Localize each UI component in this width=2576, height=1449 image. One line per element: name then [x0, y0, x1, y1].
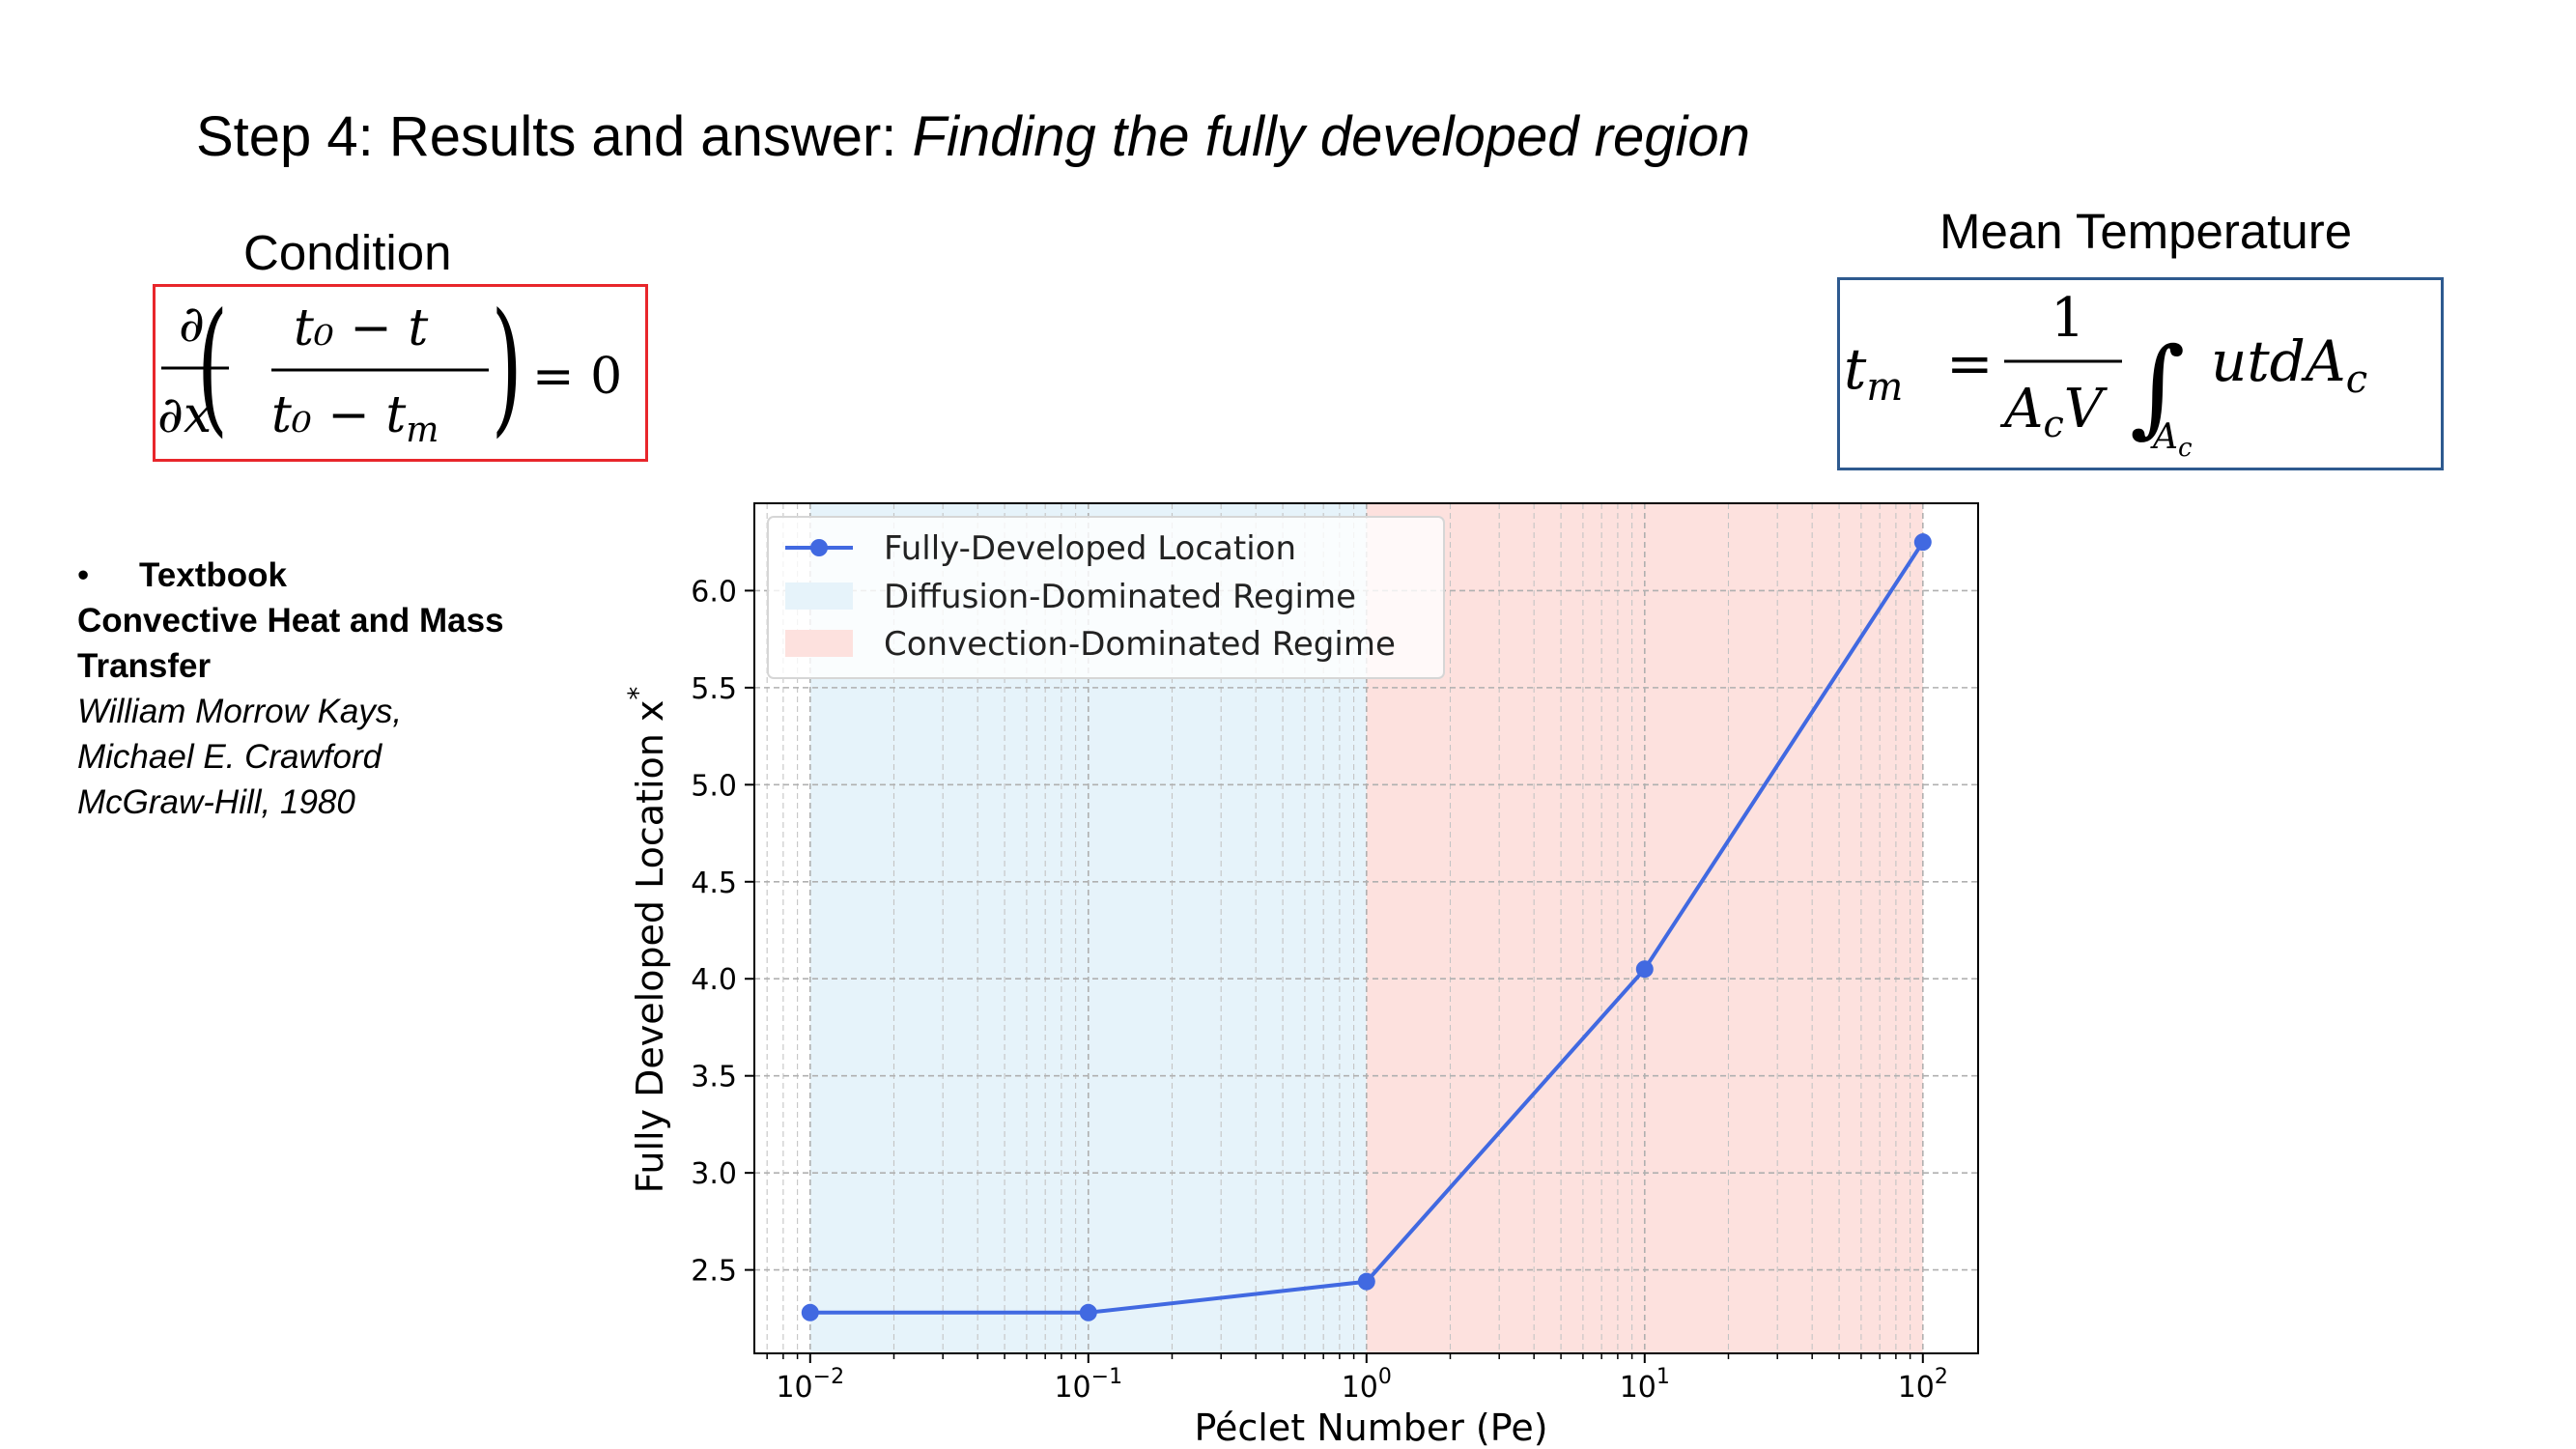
condition-equation-box: ∂ ∂x ( t₀ − t t₀ − tm ) = 0 [153, 284, 648, 462]
book-author-2: Michael E. Crawford [77, 738, 382, 776]
book-author-1: William Morrow Kays, [77, 693, 403, 730]
condition-equation: ∂ ∂x ( t₀ − t t₀ − tm ) = 0 [157, 287, 622, 451]
eq-integral-sub: Ac [2150, 417, 2193, 463]
y-tick-label: 2.5 [691, 1255, 737, 1289]
eq-partial-x: ∂x [157, 386, 212, 444]
x-axis-label: Péclet Number (Pe) [1194, 1406, 1547, 1449]
x-tick-label: 101 [1620, 1365, 1670, 1405]
data-point [1357, 1272, 1375, 1291]
title-main: Step 4: Results and answer: [196, 105, 913, 168]
data-point [1635, 960, 1654, 979]
y-axis-label: Fully Developed Location x* [622, 687, 671, 1194]
data-point [1913, 533, 1932, 552]
eq-partial: ∂ [179, 296, 205, 354]
y-tick-label: 5.0 [691, 769, 737, 803]
x-tick-label: 10−1 [1054, 1365, 1122, 1405]
condition-label: Condition [243, 225, 452, 280]
legend-swatch-region [785, 630, 853, 657]
legend-marker [810, 539, 828, 556]
legend-swatch-region [785, 582, 853, 610]
eq-right-paren: ) [492, 287, 523, 451]
y-tick-label: 6.0 [691, 575, 737, 609]
bullet-icon: • [77, 556, 90, 594]
mean-temperature-equation-box: tm = 1 AcV ∫ Ac utdAc [1837, 277, 2444, 470]
y-tick-label: 4.5 [691, 867, 737, 900]
legend-label-region: Convection-Dominated Regime [884, 625, 1396, 664]
y-tick-label: 3.0 [691, 1157, 737, 1191]
eq-integrand: utdAc [2211, 328, 2367, 402]
eq-denominator: t₀ − tm [271, 386, 439, 450]
reference-label: Textbook [139, 556, 287, 594]
y-tick-label: 3.5 [691, 1061, 737, 1094]
eq-equals: = [1946, 330, 1994, 396]
x-tick-label: 102 [1898, 1365, 1948, 1405]
eq-tm: tm [1844, 336, 1903, 410]
eq-rhs: = 0 [532, 348, 622, 406]
legend-box [767, 516, 1445, 679]
eq-denominator-acv: AcV [1999, 378, 2109, 445]
eq-numerator: t₀ − t [294, 299, 428, 357]
y-tick-label: 5.5 [691, 672, 737, 706]
reference-block: • Textbook Convective Heat and Mass Trans… [77, 553, 580, 825]
eq-left-paren: ( [197, 287, 228, 451]
y-tick-label: 4.0 [691, 963, 737, 997]
book-title: Convective Heat and Mass Transfer [77, 602, 504, 685]
integral-icon: ∫ [2130, 325, 2185, 448]
x-tick-label: 10−2 [776, 1365, 844, 1405]
eq-one: 1 [2051, 287, 2085, 350]
mean-temperature-equation: tm = 1 AcV ∫ Ac utdAc [1844, 287, 2367, 463]
mean-temperature-label: Mean Temperature [1939, 204, 2353, 259]
data-point [801, 1303, 819, 1321]
legend-label-region: Diffusion-Dominated Regime [884, 578, 1356, 616]
title-subtitle: Finding the fully developed region [912, 105, 1750, 168]
book-publisher: McGraw-Hill, 1980 [77, 783, 355, 821]
slide-title: Step 4: Results and answer: Finding the … [196, 104, 1750, 169]
x-tick-label: 100 [1342, 1365, 1392, 1405]
data-point [1079, 1303, 1097, 1321]
legend-label-series: Fully-Developed Location [884, 529, 1296, 568]
